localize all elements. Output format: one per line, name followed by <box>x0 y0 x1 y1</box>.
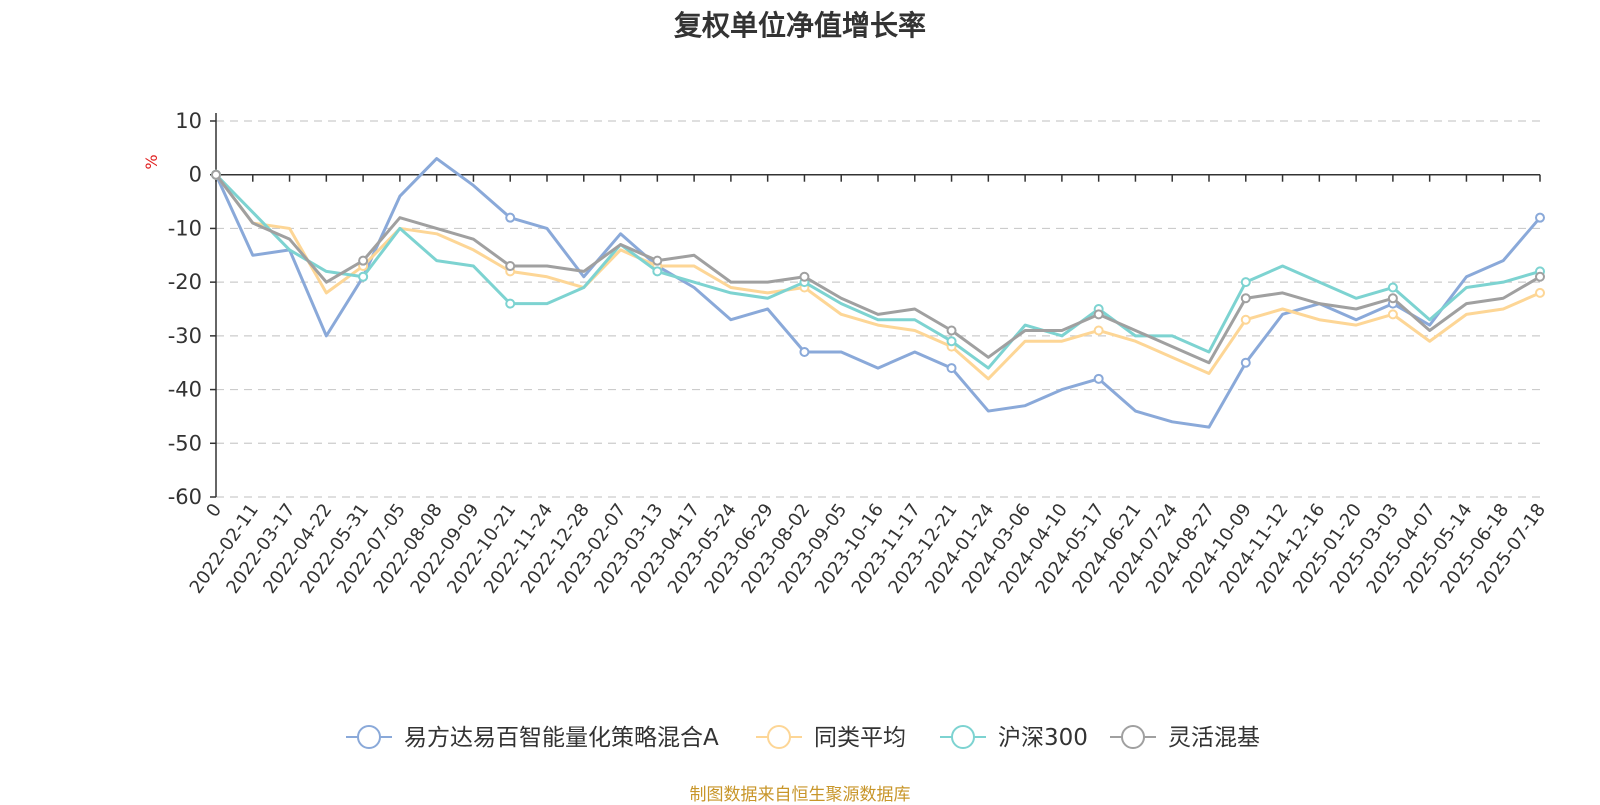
legend-item-1[interactable]: 同类平均 <box>756 725 906 751</box>
y-axis-label: % <box>142 154 161 169</box>
y-tick-label: 10 <box>175 109 202 133</box>
legend-marker <box>1121 725 1145 749</box>
data-point <box>505 261 516 272</box>
legend-marker <box>767 725 791 749</box>
series-line <box>214 173 1541 365</box>
y-tick-label: -20 <box>168 270 202 294</box>
legend[interactable]: 易方达易百智能量化策略混合A 同类平均 沪深300 灵活混基 <box>346 725 1260 751</box>
data-point <box>1387 282 1398 293</box>
data-point <box>1240 357 1251 368</box>
data-point <box>946 336 957 347</box>
y-tick-label: 0 <box>189 163 202 187</box>
y-tick-label: -60 <box>168 485 202 509</box>
legend-label: 同类平均 <box>814 725 906 751</box>
data-point <box>358 271 369 282</box>
chart-title: 复权单位净值增长率 <box>673 9 926 42</box>
series-line <box>214 173 1541 370</box>
data-point <box>1093 309 1104 320</box>
data-point <box>799 346 810 357</box>
data-point <box>652 266 663 277</box>
data-point <box>946 363 957 374</box>
legend-marker <box>357 725 381 749</box>
legend-label: 易方达易百智能量化策略混合A <box>404 725 719 751</box>
data-point <box>358 255 369 266</box>
data-point <box>946 325 957 336</box>
legend-item-3[interactable]: 灵活混基 <box>1110 725 1260 751</box>
legend-label: 灵活混基 <box>1168 725 1260 751</box>
series-line <box>214 173 1541 381</box>
legend-item-0[interactable]: 易方达易百智能量化策略混合A <box>346 725 719 751</box>
data-point <box>505 298 516 309</box>
data-point <box>799 271 810 282</box>
data-point <box>1535 287 1545 298</box>
source-note: 制图数据来自恒生聚源数据库 <box>689 785 911 805</box>
series-3 <box>211 169 1545 365</box>
data-point <box>1093 325 1104 336</box>
legend-label: 沪深300 <box>998 725 1088 751</box>
data-point <box>652 255 663 266</box>
x-tick-label: 0 <box>202 500 226 521</box>
data-point <box>505 212 516 223</box>
data-point <box>1387 293 1398 304</box>
series-1 <box>211 169 1545 381</box>
series-2 <box>211 169 1545 370</box>
axes: 100-10-20-30-40-50-6002022-02-112022-03-… <box>168 109 1550 598</box>
series-lines <box>211 157 1545 429</box>
y-tick-label: -50 <box>168 431 202 455</box>
data-point <box>1535 271 1545 282</box>
data-point <box>1240 314 1251 325</box>
legend-item-2[interactable]: 沪深300 <box>940 725 1088 751</box>
y-tick-label: -40 <box>168 378 202 402</box>
data-point <box>1093 373 1104 384</box>
y-tick-label: -30 <box>168 324 202 348</box>
data-point <box>1387 309 1398 320</box>
data-point <box>1240 277 1251 288</box>
y-tick-label: -10 <box>168 216 202 240</box>
data-point <box>1240 293 1251 304</box>
data-point <box>1535 212 1545 223</box>
grid-lines <box>216 120 1540 498</box>
legend-marker <box>951 725 975 749</box>
data-point <box>211 169 221 180</box>
